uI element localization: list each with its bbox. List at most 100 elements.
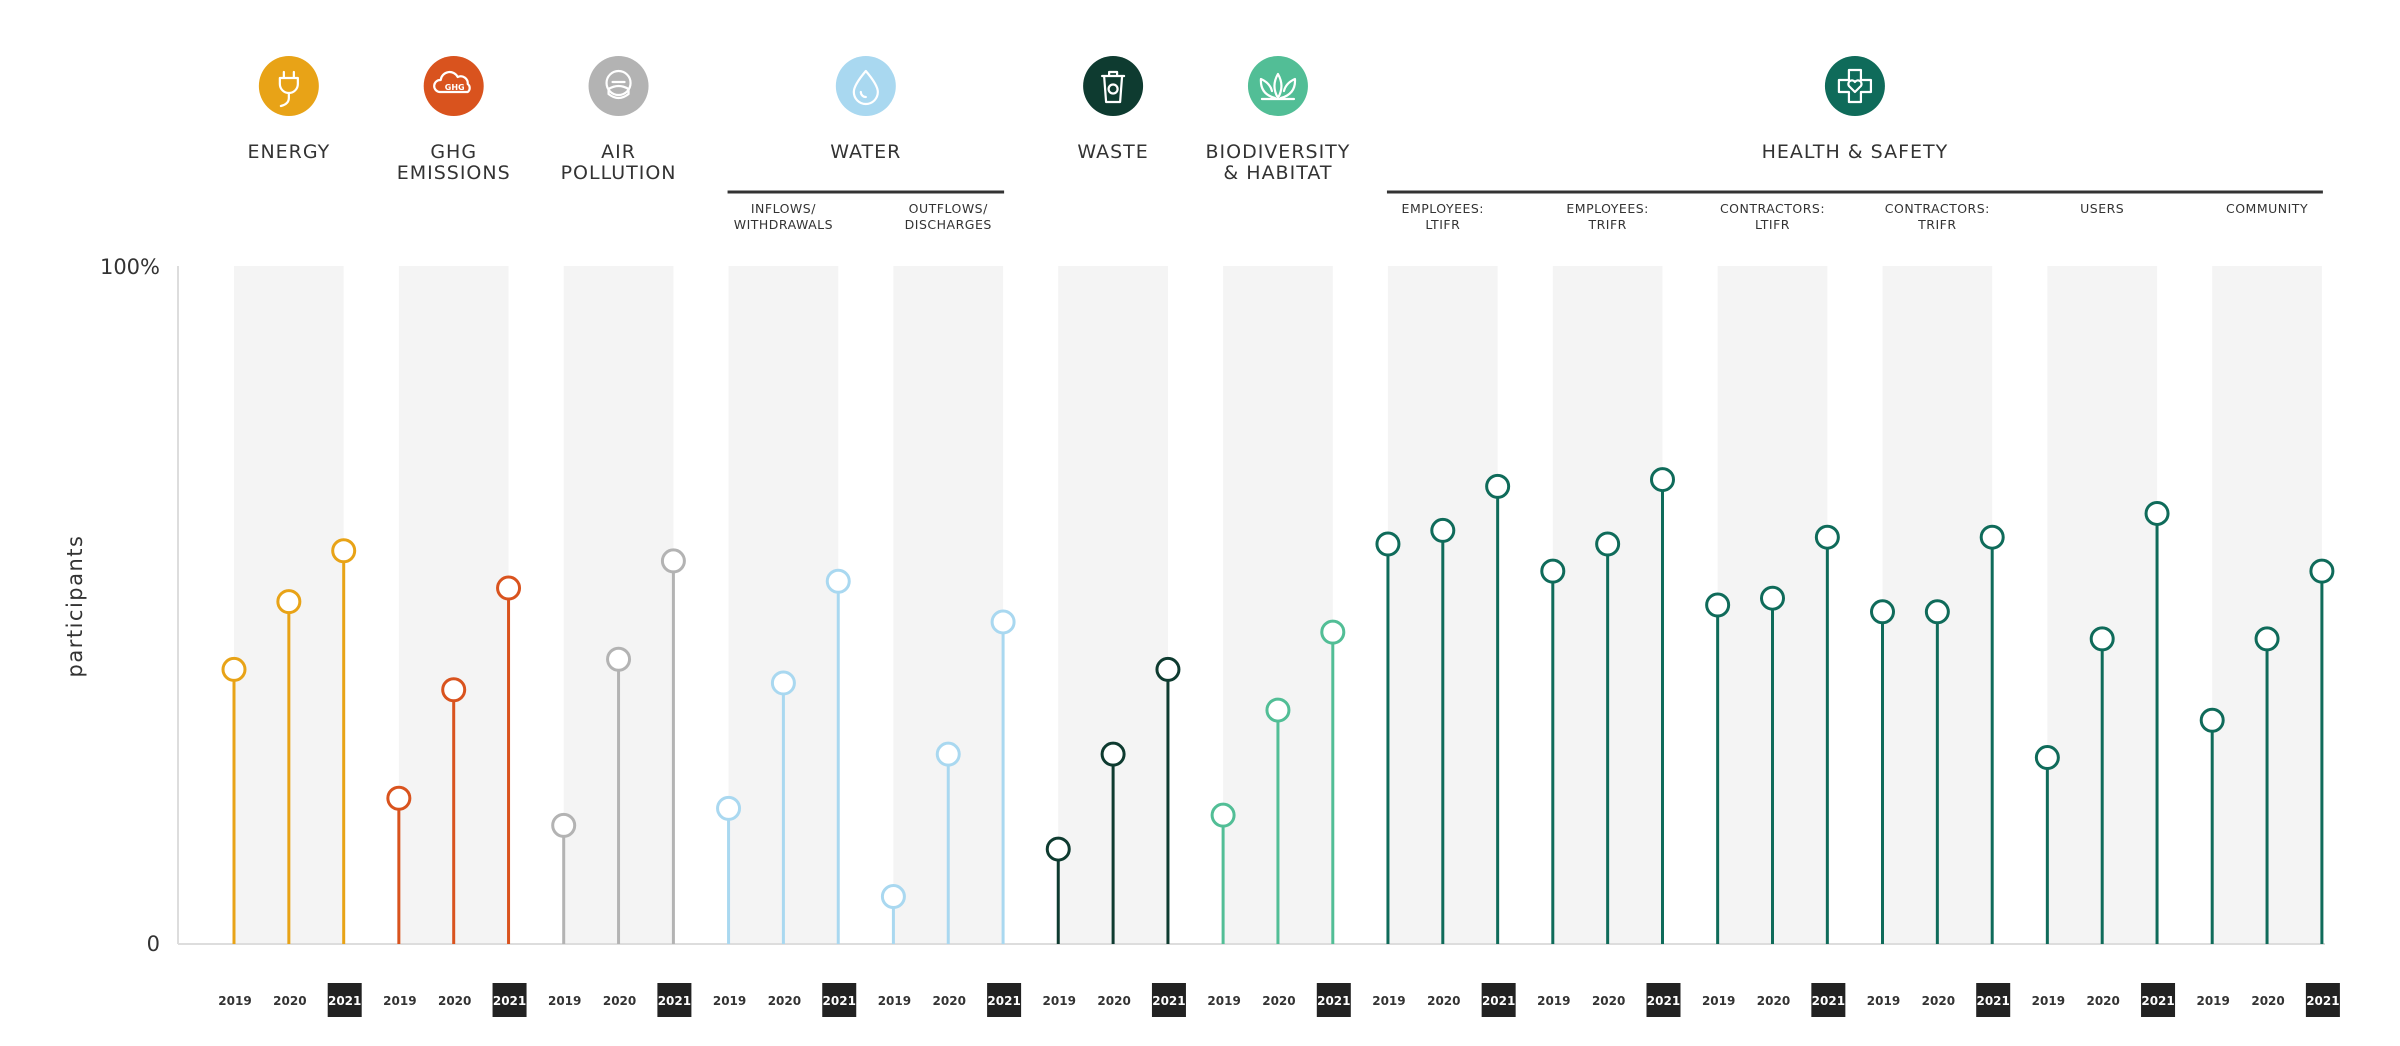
x-tick-label: 2021	[823, 994, 856, 1008]
lollipop-point	[935, 741, 961, 767]
lollipop-point	[551, 812, 577, 838]
year-highlight-box	[2305, 983, 2340, 1017]
lollipop-point	[660, 548, 686, 574]
x-tick-label: 2020	[1097, 994, 1130, 1008]
year-highlight-box	[822, 983, 857, 1017]
lollipop-point	[2034, 745, 2060, 771]
lollipop-point	[1540, 558, 1566, 584]
lollipop-point	[1650, 467, 1675, 493]
x-tick-label: 2019	[1043, 994, 1076, 1008]
x-tick-label: 2020	[1262, 994, 1295, 1008]
energy-plug-icon	[258, 56, 319, 116]
x-tick-label: 2019	[1207, 994, 1240, 1008]
waste-bin-icon	[1083, 56, 1144, 116]
subcategory-label: INFLOWS/WITHDRAWALS	[734, 201, 833, 232]
x-tick-label: 2021	[493, 994, 526, 1008]
x-tick-label: 2021	[2141, 994, 2174, 1008]
subcategory-label: EMPLOYEES: LTIFR	[1402, 201, 1484, 232]
subcategory-label: CONTRACTORS: TRIFR	[1885, 201, 1990, 232]
x-tick-label: 2020	[1757, 994, 1790, 1008]
x-tick-label: 2021	[328, 994, 361, 1008]
x-tick-label: 2021	[1976, 994, 2009, 1008]
category-headers: ENERGY GHG GHG EMISSIONS AIR POLLUTION INFLOWS…	[247, 56, 2323, 232]
x-tick-label: 2021	[1152, 994, 1185, 1008]
lollipop-point	[1100, 741, 1126, 767]
lollipop-point	[1870, 599, 1895, 625]
lollipop-point	[2089, 626, 2115, 652]
lollipop-point	[825, 568, 851, 594]
year-highlight-box	[2141, 983, 2176, 1017]
x-tick-label: 2020	[603, 994, 636, 1008]
lollipop-point	[1595, 531, 1621, 557]
x-tick-label: 2021	[2306, 994, 2339, 1008]
lollipop-point	[990, 609, 1016, 635]
lollipop-point	[331, 538, 357, 564]
x-tick-label: 2019	[2196, 994, 2229, 1008]
lollipop-point	[276, 589, 302, 615]
lollipop-point	[716, 795, 742, 821]
year-highlight-box	[1811, 983, 1846, 1017]
lollipop-point	[606, 646, 632, 672]
x-tick-label: 2021	[658, 994, 691, 1008]
year-highlight-box	[1481, 983, 1516, 1017]
subcategory-label: COMMUNITY	[2226, 201, 2308, 216]
x-tick-label: 2021	[987, 994, 1020, 1008]
x-tick-label: 2019	[2032, 994, 2065, 1008]
year-highlight-box	[492, 983, 527, 1017]
x-tick-label: 2021	[1317, 994, 1350, 1008]
lollipop-point	[1265, 697, 1291, 723]
category-title: BIODIVERSITY & HABITAT	[1205, 141, 1350, 184]
lollipop-point	[2144, 500, 2170, 526]
x-tick-label: 2020	[1592, 994, 1625, 1008]
x-tick-label: 2019	[1537, 994, 1570, 1008]
health-cross-icon	[1824, 56, 1885, 116]
lollipop-point	[1705, 592, 1731, 618]
year-highlight-box	[987, 983, 1022, 1017]
x-tick-label: 2019	[1867, 994, 1900, 1008]
category-title: WATER	[830, 141, 901, 163]
water-drop-icon	[835, 56, 896, 116]
x-tick-label: 2021	[1812, 994, 1845, 1008]
lollipop-point	[386, 785, 412, 811]
lollipop-point	[1979, 524, 2005, 550]
category-title: ENERGY	[247, 141, 330, 163]
x-tick-label: 2019	[383, 994, 416, 1008]
lollipop-point	[1814, 524, 1840, 550]
y-axis-label: participants	[63, 535, 87, 678]
x-tick-label: 2020	[768, 994, 801, 1008]
lollipop-point	[1045, 836, 1071, 862]
x-tick-label: 2021	[1482, 994, 1515, 1008]
lollipop-point	[1485, 473, 1511, 499]
category-title: HEALTH & SAFETY	[1762, 141, 1949, 163]
lollipop-point	[496, 575, 522, 601]
subcategory-label: USERS	[2080, 201, 2124, 216]
x-tick-label: 2020	[1427, 994, 1460, 1008]
y-axis: 100% 0 participants	[63, 255, 2325, 956]
y-tick-label-bottom: 0	[147, 932, 160, 956]
chart-marks	[221, 467, 2335, 944]
subcategory-label: EMPLOYEES: TRIFR	[1566, 201, 1648, 232]
lollipop-point	[1924, 599, 1950, 625]
air-mask-icon	[588, 56, 649, 116]
x-tick-labels: 2019 2020 2021 2019 2020 2021 2019 2020 2021 2019…	[218, 983, 2340, 1017]
x-tick-label: 2020	[2086, 994, 2119, 1008]
x-tick-label: 2020	[438, 994, 471, 1008]
x-tick-label: 2019	[878, 994, 911, 1008]
lollipop-point	[221, 656, 247, 682]
year-highlight-box	[657, 983, 692, 1017]
lollipop-point	[2199, 707, 2225, 733]
x-tick-label: 2020	[1922, 994, 1955, 1008]
lollipop-point	[2309, 558, 2335, 584]
x-tick-label: 2019	[713, 994, 746, 1008]
lollipop-point	[1375, 531, 1401, 557]
x-tick-label: 2019	[548, 994, 581, 1008]
year-highlight-box	[1646, 983, 1681, 1017]
category-title: GHG EMISSIONS	[397, 141, 511, 184]
ghg-cloud-icon: GHG	[423, 56, 484, 116]
biodiversity-leaf-icon	[1247, 56, 1308, 116]
subcategory-label: OUTFLOWS/DISCHARGES	[905, 201, 992, 232]
x-tick-label: 2020	[273, 994, 306, 1008]
lollipop-point	[1155, 656, 1181, 682]
lollipop-point	[2254, 626, 2280, 652]
